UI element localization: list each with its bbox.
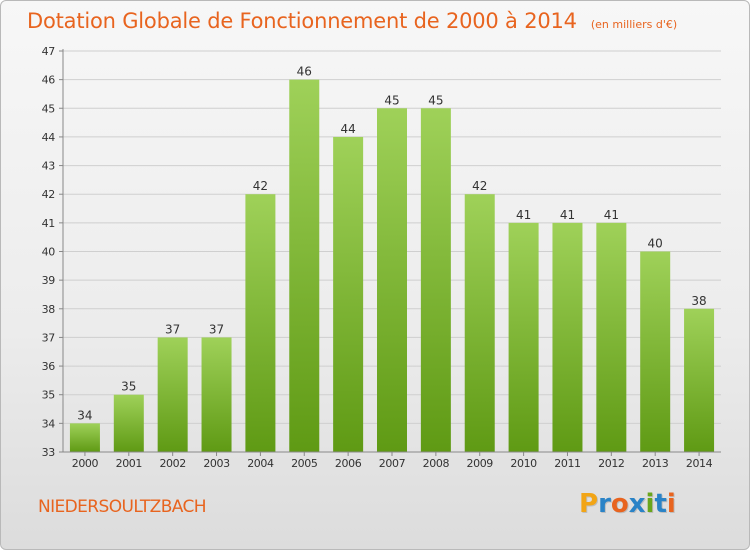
x-tick-label: 2010 (510, 457, 537, 470)
bar (113, 394, 144, 452)
y-tick-label: 41 (42, 217, 55, 230)
bar (333, 136, 364, 452)
y-tick-label: 47 (42, 45, 56, 58)
labels: 33 34 35 36 37 38 39 40 41 42 43 44 45 46 47 34 2000 35 20… (42, 45, 713, 470)
bar-value-label: 42 (253, 179, 268, 193)
y-tick-label: 44 (42, 131, 56, 144)
bar (420, 108, 451, 453)
x-tick-label: 2011 (554, 457, 580, 470)
bar-value-label: 40 (648, 237, 663, 251)
x-tick-label: 2014 (686, 457, 713, 470)
commune-name: NIEDERSOULTZBACH (38, 497, 207, 517)
chart-title: Dotation Globale de Fonctionnement de 20… (27, 9, 677, 33)
bar-value-label: 34 (77, 408, 92, 422)
y-tick-label: 45 (42, 102, 56, 115)
bar (201, 337, 232, 452)
axes (59, 49, 721, 456)
proxiti-logo: Proxiti (579, 489, 676, 519)
bar-value-label: 45 (428, 93, 443, 107)
bar (464, 194, 495, 452)
bars (69, 79, 715, 453)
bar (289, 79, 320, 453)
x-tick-label: 2003 (203, 457, 230, 470)
x-tick-label: 2004 (247, 457, 274, 470)
bar (69, 423, 100, 452)
x-tick-label: 2005 (291, 457, 318, 470)
bar-value-label: 37 (165, 322, 180, 336)
x-tick-label: 2013 (642, 457, 669, 470)
bar (245, 194, 276, 452)
y-tick-label: 42 (42, 188, 55, 201)
bar-value-label: 42 (472, 179, 487, 193)
bar-value-label: 46 (297, 65, 312, 79)
y-tick-label: 38 (42, 303, 56, 316)
x-tick-label: 2007 (379, 457, 406, 470)
bar (552, 222, 583, 452)
x-tick-label: 2002 (159, 457, 185, 470)
x-tick-label: 2008 (423, 457, 450, 470)
y-tick-label: 46 (42, 74, 56, 87)
x-tick-label: 2012 (598, 457, 624, 470)
y-tick-label: 34 (42, 417, 56, 430)
y-tick-label: 43 (42, 160, 56, 173)
x-tick-label: 2006 (335, 457, 362, 470)
bar-value-label: 41 (604, 208, 619, 222)
y-tick-label: 36 (42, 360, 56, 373)
x-tick-label: 2001 (116, 457, 142, 470)
bar-value-label: 37 (209, 322, 224, 336)
y-tick-label: 39 (42, 274, 56, 287)
bar (157, 337, 188, 452)
bar-value-label: 41 (560, 208, 575, 222)
bar-value-label: 44 (340, 122, 355, 136)
chart-title-text: Dotation Globale de Fonctionnement de 20… (27, 9, 577, 33)
y-tick-label: 40 (42, 246, 56, 259)
bar-value-label: 45 (384, 93, 399, 107)
y-tick-label: 35 (42, 389, 56, 402)
bar-value-label: 35 (121, 380, 136, 394)
x-tick-label: 2009 (467, 457, 494, 470)
y-tick-label: 33 (42, 446, 56, 459)
y-tick-label: 37 (42, 331, 56, 344)
bar (596, 222, 627, 452)
chart-subtitle: (en milliers d'€) (590, 18, 678, 31)
bar-value-label: 38 (691, 294, 706, 308)
x-tick-label: 2000 (72, 457, 99, 470)
bar (640, 251, 671, 452)
bar (508, 222, 539, 452)
bar-value-label: 41 (516, 208, 531, 222)
bar (377, 108, 407, 453)
bar (684, 308, 715, 452)
